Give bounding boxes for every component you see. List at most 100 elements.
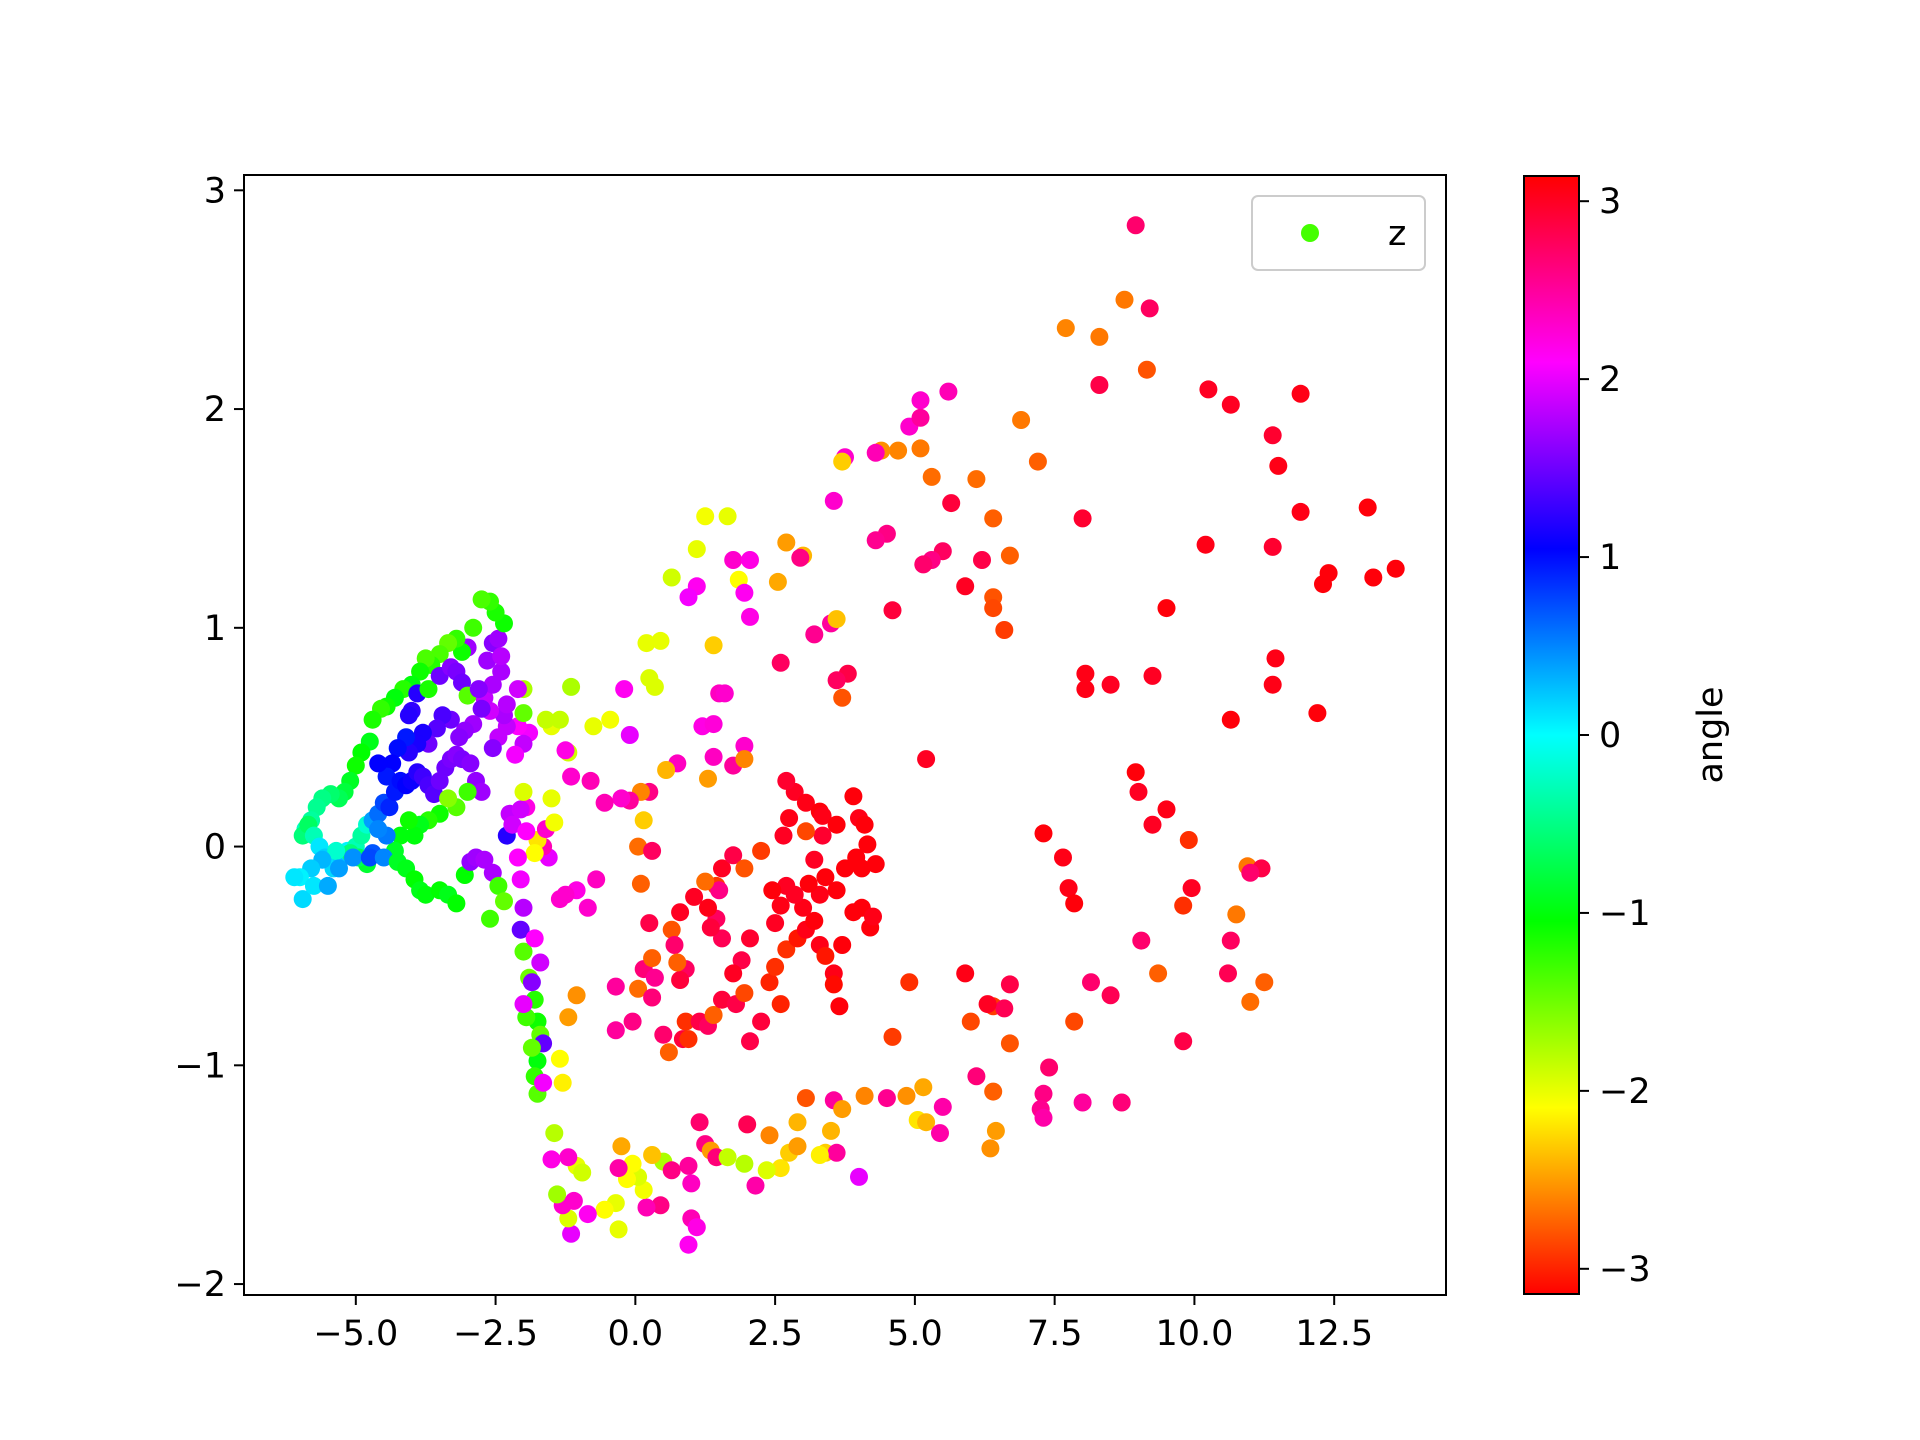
data-point — [623, 1012, 642, 1031]
data-point — [559, 1148, 578, 1167]
data-point — [606, 1021, 625, 1040]
data-point — [984, 509, 1003, 528]
data-point — [545, 1124, 564, 1143]
data-point — [813, 826, 832, 845]
data-point — [629, 837, 648, 856]
data-point — [780, 809, 799, 828]
data-point — [735, 583, 754, 602]
data-point — [827, 610, 846, 629]
colorbar-tick-label: 3 — [1599, 182, 1621, 222]
data-point — [416, 885, 435, 904]
data-point — [360, 848, 379, 867]
data-point — [917, 1113, 936, 1132]
data-point — [1126, 216, 1145, 235]
data-point — [844, 787, 863, 806]
data-point — [1143, 815, 1162, 834]
colorbar: −3 −2 −1 0 1 2 3 angle — [1523, 175, 1731, 1295]
data-point — [679, 1235, 698, 1254]
data-point — [550, 890, 569, 909]
data-point — [1082, 973, 1100, 992]
data-point — [914, 555, 933, 574]
data-point — [562, 767, 581, 786]
colorbar-gradient — [1523, 175, 1580, 1295]
data-point — [606, 977, 625, 996]
data-point — [900, 973, 919, 992]
colorbar-tick-label: 1 — [1599, 538, 1621, 578]
data-point — [889, 441, 908, 460]
data-point — [774, 826, 793, 845]
colorbar-ticks: −3 −2 −1 0 1 2 3 — [1579, 182, 1651, 1290]
data-point — [643, 841, 662, 860]
data-point — [1196, 535, 1215, 554]
data-point — [724, 964, 743, 983]
data-point — [1157, 800, 1176, 819]
data-point — [1221, 931, 1240, 950]
data-point — [1054, 848, 1072, 867]
data-point — [657, 761, 676, 779]
data-point — [483, 739, 502, 758]
data-point — [701, 918, 720, 937]
colorbar-tick-label: −2 — [1599, 1072, 1651, 1112]
data-point — [550, 1049, 569, 1068]
data-point — [777, 533, 796, 552]
colorbar-tick-label: 2 — [1599, 360, 1621, 400]
data-point — [713, 990, 731, 1009]
data-point — [662, 568, 681, 587]
data-point — [827, 815, 846, 834]
data-point — [1101, 675, 1120, 694]
data-point — [1076, 680, 1095, 699]
data-point — [850, 1167, 868, 1186]
data-point — [911, 408, 930, 427]
data-point — [713, 859, 731, 878]
data-point — [374, 848, 393, 867]
data-point — [973, 551, 991, 569]
data-point — [864, 907, 882, 926]
data-point — [534, 1073, 553, 1092]
data-point — [643, 949, 662, 968]
data-point — [1219, 964, 1237, 983]
data-point — [419, 680, 438, 699]
data-point — [687, 1218, 706, 1237]
data-point — [668, 953, 687, 972]
data-point — [833, 936, 852, 954]
data-point — [399, 706, 418, 725]
data-point — [285, 868, 304, 887]
data-point — [640, 914, 659, 933]
data-point — [1308, 704, 1327, 723]
data-point — [545, 813, 564, 832]
colorbar-label: angle — [1691, 686, 1731, 783]
data-point — [464, 618, 483, 637]
data-point — [810, 885, 829, 904]
data-point — [489, 876, 508, 895]
data-point — [584, 717, 603, 736]
data-point — [805, 850, 824, 869]
data-point — [620, 726, 639, 744]
data-point — [704, 636, 723, 655]
data-point — [738, 1115, 757, 1134]
data-point — [1012, 411, 1031, 429]
data-point — [805, 625, 824, 644]
data-point — [447, 894, 466, 913]
data-point — [553, 1073, 572, 1092]
data-point — [824, 491, 843, 510]
data-point — [768, 572, 787, 591]
data-point — [777, 876, 796, 895]
data-point — [984, 599, 1003, 618]
data-point — [304, 876, 323, 895]
data-point — [489, 629, 508, 648]
data-point — [492, 662, 511, 681]
data-point — [472, 590, 491, 609]
data-point — [796, 793, 815, 812]
data-point — [687, 540, 706, 559]
x-tick-label: 0.0 — [608, 1314, 664, 1354]
data-point — [651, 631, 670, 650]
data-point — [855, 1086, 874, 1105]
data-point — [461, 754, 480, 773]
data-point — [685, 887, 704, 906]
data-point — [827, 881, 846, 900]
data-point — [645, 968, 664, 987]
data-point — [612, 1137, 631, 1156]
data-point — [931, 1124, 949, 1143]
data-point — [609, 1159, 628, 1178]
